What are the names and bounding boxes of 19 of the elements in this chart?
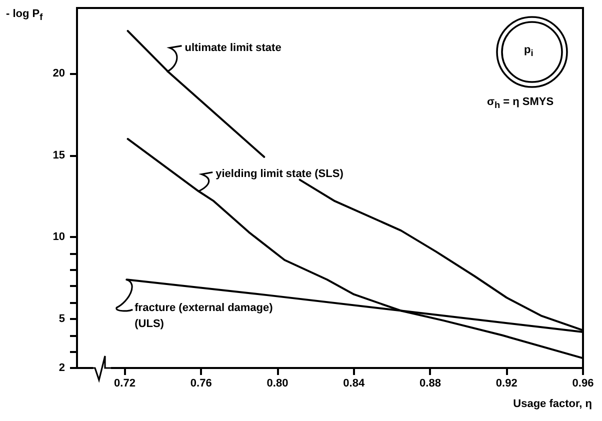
y-tick-label: 15 (52, 149, 65, 162)
y-tick-label: 10 (52, 231, 65, 244)
y-tick-label: 2 (58, 362, 65, 374)
x-tick-label: 0.76 (190, 378, 212, 390)
x-tick-label: 0.92 (496, 378, 518, 390)
x-tick-label: 0.88 (420, 378, 441, 390)
annotation: yielding limit state (SLS) (216, 167, 344, 182)
y-tick-label: 20 (52, 67, 65, 80)
x-tick-label: 0.80 (266, 378, 288, 390)
annotation: p$_{i}$ (524, 43, 534, 60)
y-axis-title: - log P$_{f}$ (6, 7, 43, 24)
x-axis-title: Usage factor, η (513, 397, 592, 412)
y-tick-label: 5 (58, 312, 65, 325)
x-tick-label: 0.72 (114, 378, 136, 390)
x-tick-label: 0.84 (343, 378, 366, 390)
annotation: σ$_{h}$ = η SMYS (487, 95, 554, 112)
annotation: ultimate limit state (184, 40, 282, 56)
annotation: fracture (external damage) (ULS) (134, 300, 273, 332)
x-tick-label: 0.96 (572, 378, 594, 390)
